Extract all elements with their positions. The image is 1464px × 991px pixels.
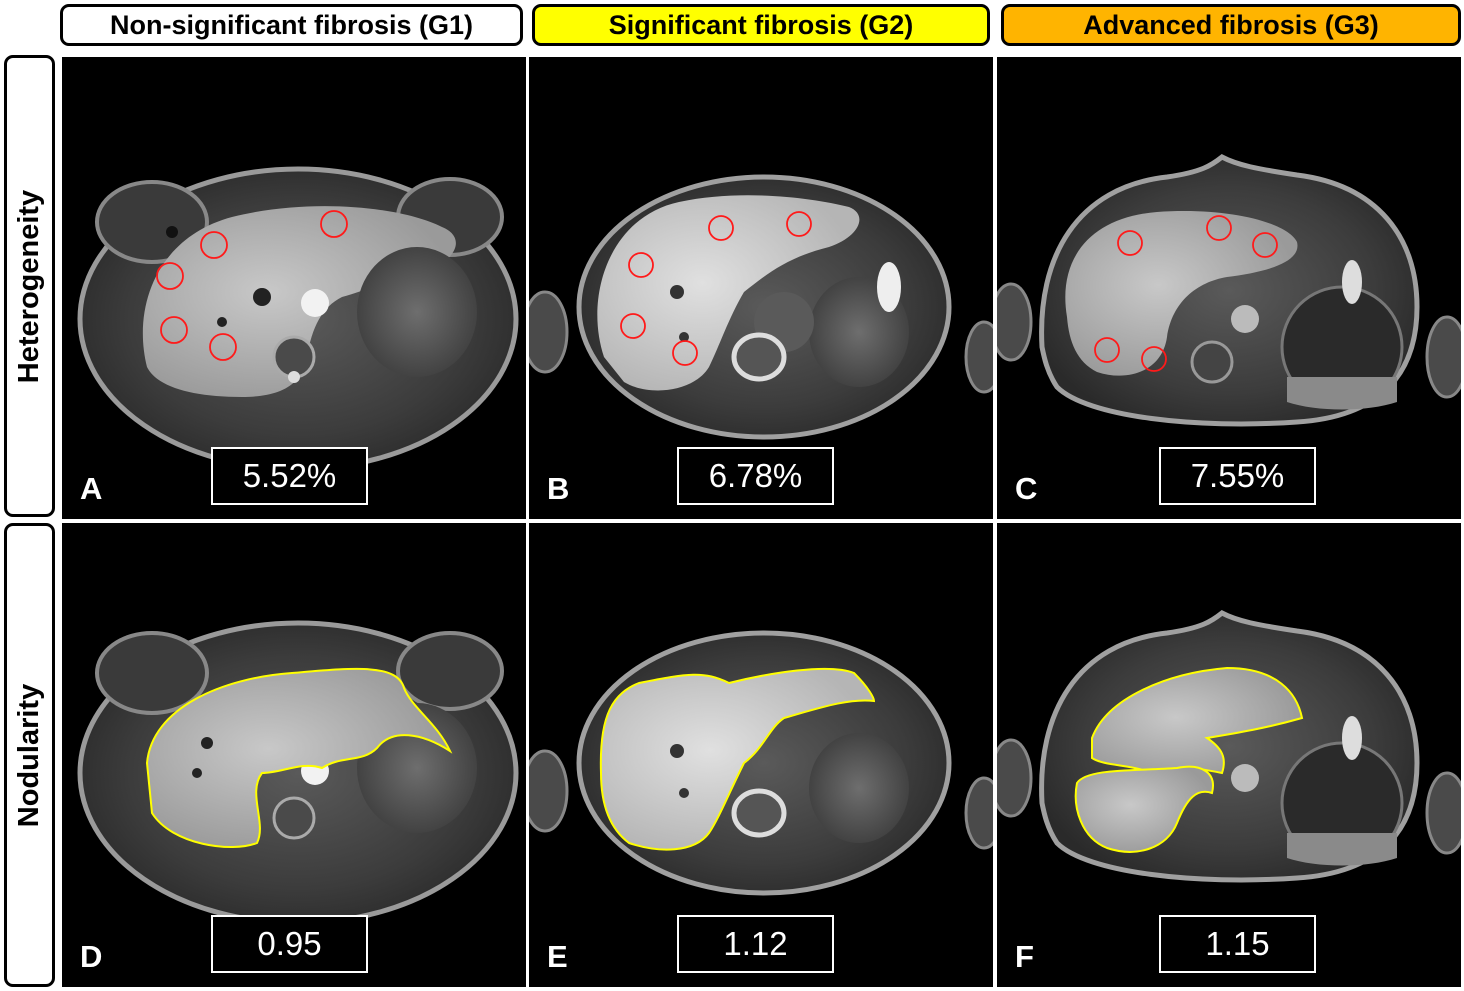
value-box-a: 5.52% [211,447,368,505]
panel-letter-b: B [547,471,570,506]
mri-scan-image-e [529,630,993,896]
mri-panel-f: 1.15 F [997,523,1461,987]
value-box-f: 1.15 [1159,915,1316,973]
value-box-b: 6.78% [677,447,834,505]
row-header-heterogeneity-label: Heterogeneity [13,189,46,383]
column-header-g3: Advanced fibrosis (G3) [1001,4,1461,46]
panel-letter-d: D [80,939,103,974]
panel-letter-f: F [1015,939,1034,974]
panel-letter-a: A [80,471,103,506]
panel-letter-e: E [547,939,568,974]
value-box-c: 7.55% [1159,447,1316,505]
column-header-g2: Significant fibrosis (G2) [532,4,990,46]
panel-letter-c: C [1015,471,1038,506]
row-header-nodularity-label: Nodularity [13,683,45,827]
mri-scan-image-b [529,174,993,440]
mri-scan-image-a [77,166,519,472]
mri-scan-image-f [997,610,1461,883]
value-box-e: 1.12 [677,915,834,973]
mri-panel-d: 0.95 D [62,523,526,987]
column-header-g1: Non-significant fibrosis (G1) [60,4,523,46]
row-header-heterogeneity: Heterogeneity [4,55,55,517]
value-box-d: 0.95 [211,915,368,973]
mri-scan-image-c [997,154,1461,427]
row-header-nodularity: Nodularity [4,523,55,987]
mri-panel-a: 5.52% A [62,57,526,519]
mri-panel-e: 1.12 E [529,523,993,987]
mri-panel-c: 7.55% C [997,57,1461,519]
mri-panel-b: 6.78% B [529,57,993,519]
